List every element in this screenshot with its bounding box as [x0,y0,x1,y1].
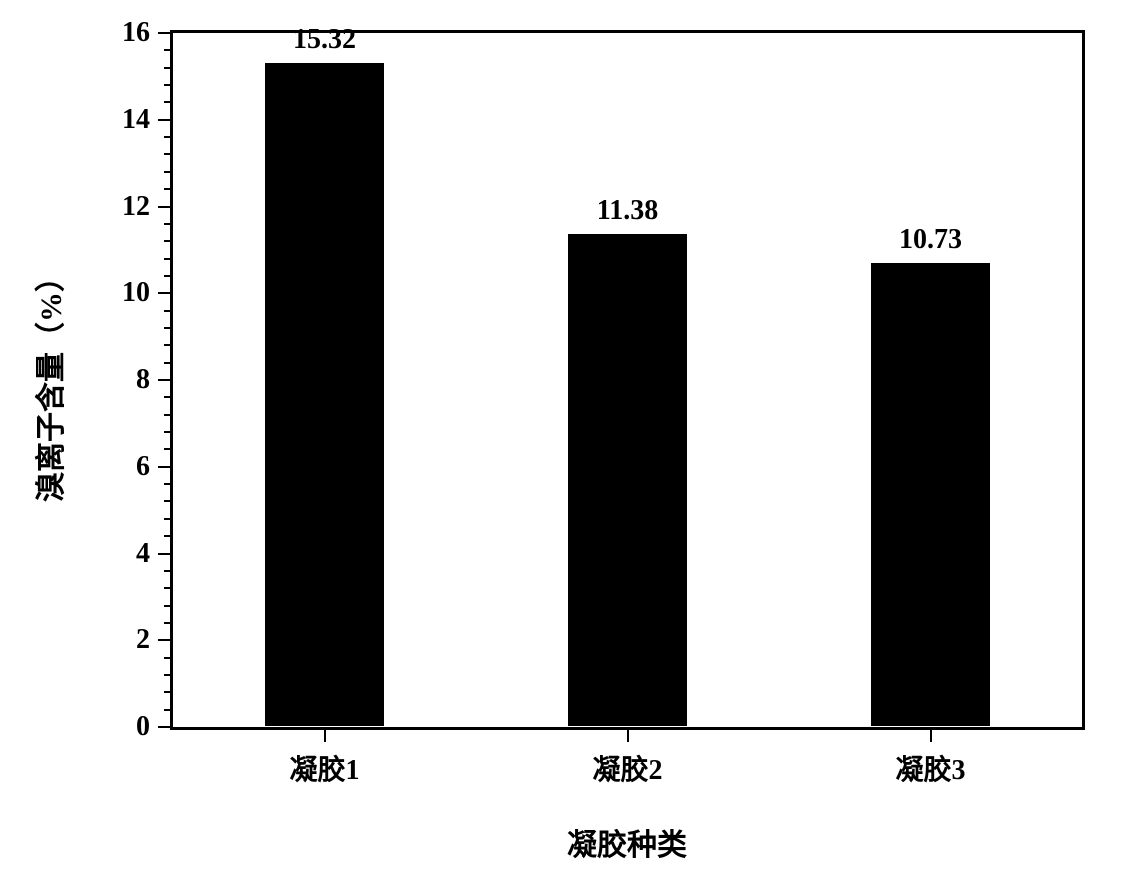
y-minor-tick [164,258,170,260]
y-minor-tick [164,448,170,450]
x-tick-label: 凝胶2 [592,748,662,788]
y-minor-tick [164,518,170,520]
y-major-tick [158,32,170,34]
y-minor-tick [164,587,170,589]
y-major-tick [158,292,170,294]
bar-value-label: 15.32 [293,24,356,56]
y-minor-tick [164,362,170,364]
y-tick-label: 10 [122,277,150,309]
y-major-tick [158,206,170,208]
y-minor-tick [164,136,170,138]
y-minor-tick [164,570,170,572]
y-tick-label: 2 [136,624,150,656]
y-major-tick [158,379,170,381]
y-major-tick [158,553,170,555]
y-minor-tick [164,657,170,659]
y-minor-tick [164,153,170,155]
y-tick-label: 0 [136,711,150,743]
y-minor-tick [164,535,170,537]
y-minor-tick [164,414,170,416]
y-minor-tick [164,310,170,312]
y-minor-tick [164,171,170,173]
y-minor-tick [164,223,170,225]
y-tick-label: 6 [136,451,150,483]
y-major-tick [158,639,170,641]
bar [264,62,385,727]
y-minor-tick [164,67,170,69]
bar [567,233,688,727]
y-minor-tick [164,101,170,103]
x-major-tick [324,730,326,742]
bar [870,262,991,727]
y-major-tick [158,466,170,468]
x-tick-label: 凝胶3 [895,748,965,788]
y-minor-tick [164,396,170,398]
y-minor-tick [164,84,170,86]
x-major-tick [930,730,932,742]
x-major-tick [627,730,629,742]
y-tick-label: 4 [136,538,150,570]
y-minor-tick [164,691,170,693]
y-minor-tick [164,240,170,242]
y-minor-tick [164,49,170,51]
y-major-tick [158,726,170,728]
y-minor-tick [164,275,170,277]
y-minor-tick [164,188,170,190]
y-tick-label: 8 [136,364,150,396]
x-tick-label: 凝胶1 [289,748,359,788]
y-tick-label: 16 [122,17,150,49]
y-minor-tick [164,327,170,329]
bar-value-label: 11.38 [597,195,658,227]
bar-chart: 溴离子含量（%） 凝胶种类 0 2 4 6 8 10 12 14 16 15.32 凝胶1 11.38… [0,0,1123,869]
y-minor-tick [164,709,170,711]
x-axis-label: 凝胶种类 [567,820,687,864]
y-axis-label: 溴离子含量（%） [26,232,70,532]
y-tick-label: 12 [122,191,150,223]
y-minor-tick [164,605,170,607]
y-minor-tick [164,622,170,624]
y-minor-tick [164,344,170,346]
y-minor-tick [164,483,170,485]
y-minor-tick [164,431,170,433]
bar-value-label: 10.73 [899,224,962,256]
y-tick-label: 14 [122,104,150,136]
y-minor-tick [164,500,170,502]
y-major-tick [158,119,170,121]
y-minor-tick [164,674,170,676]
